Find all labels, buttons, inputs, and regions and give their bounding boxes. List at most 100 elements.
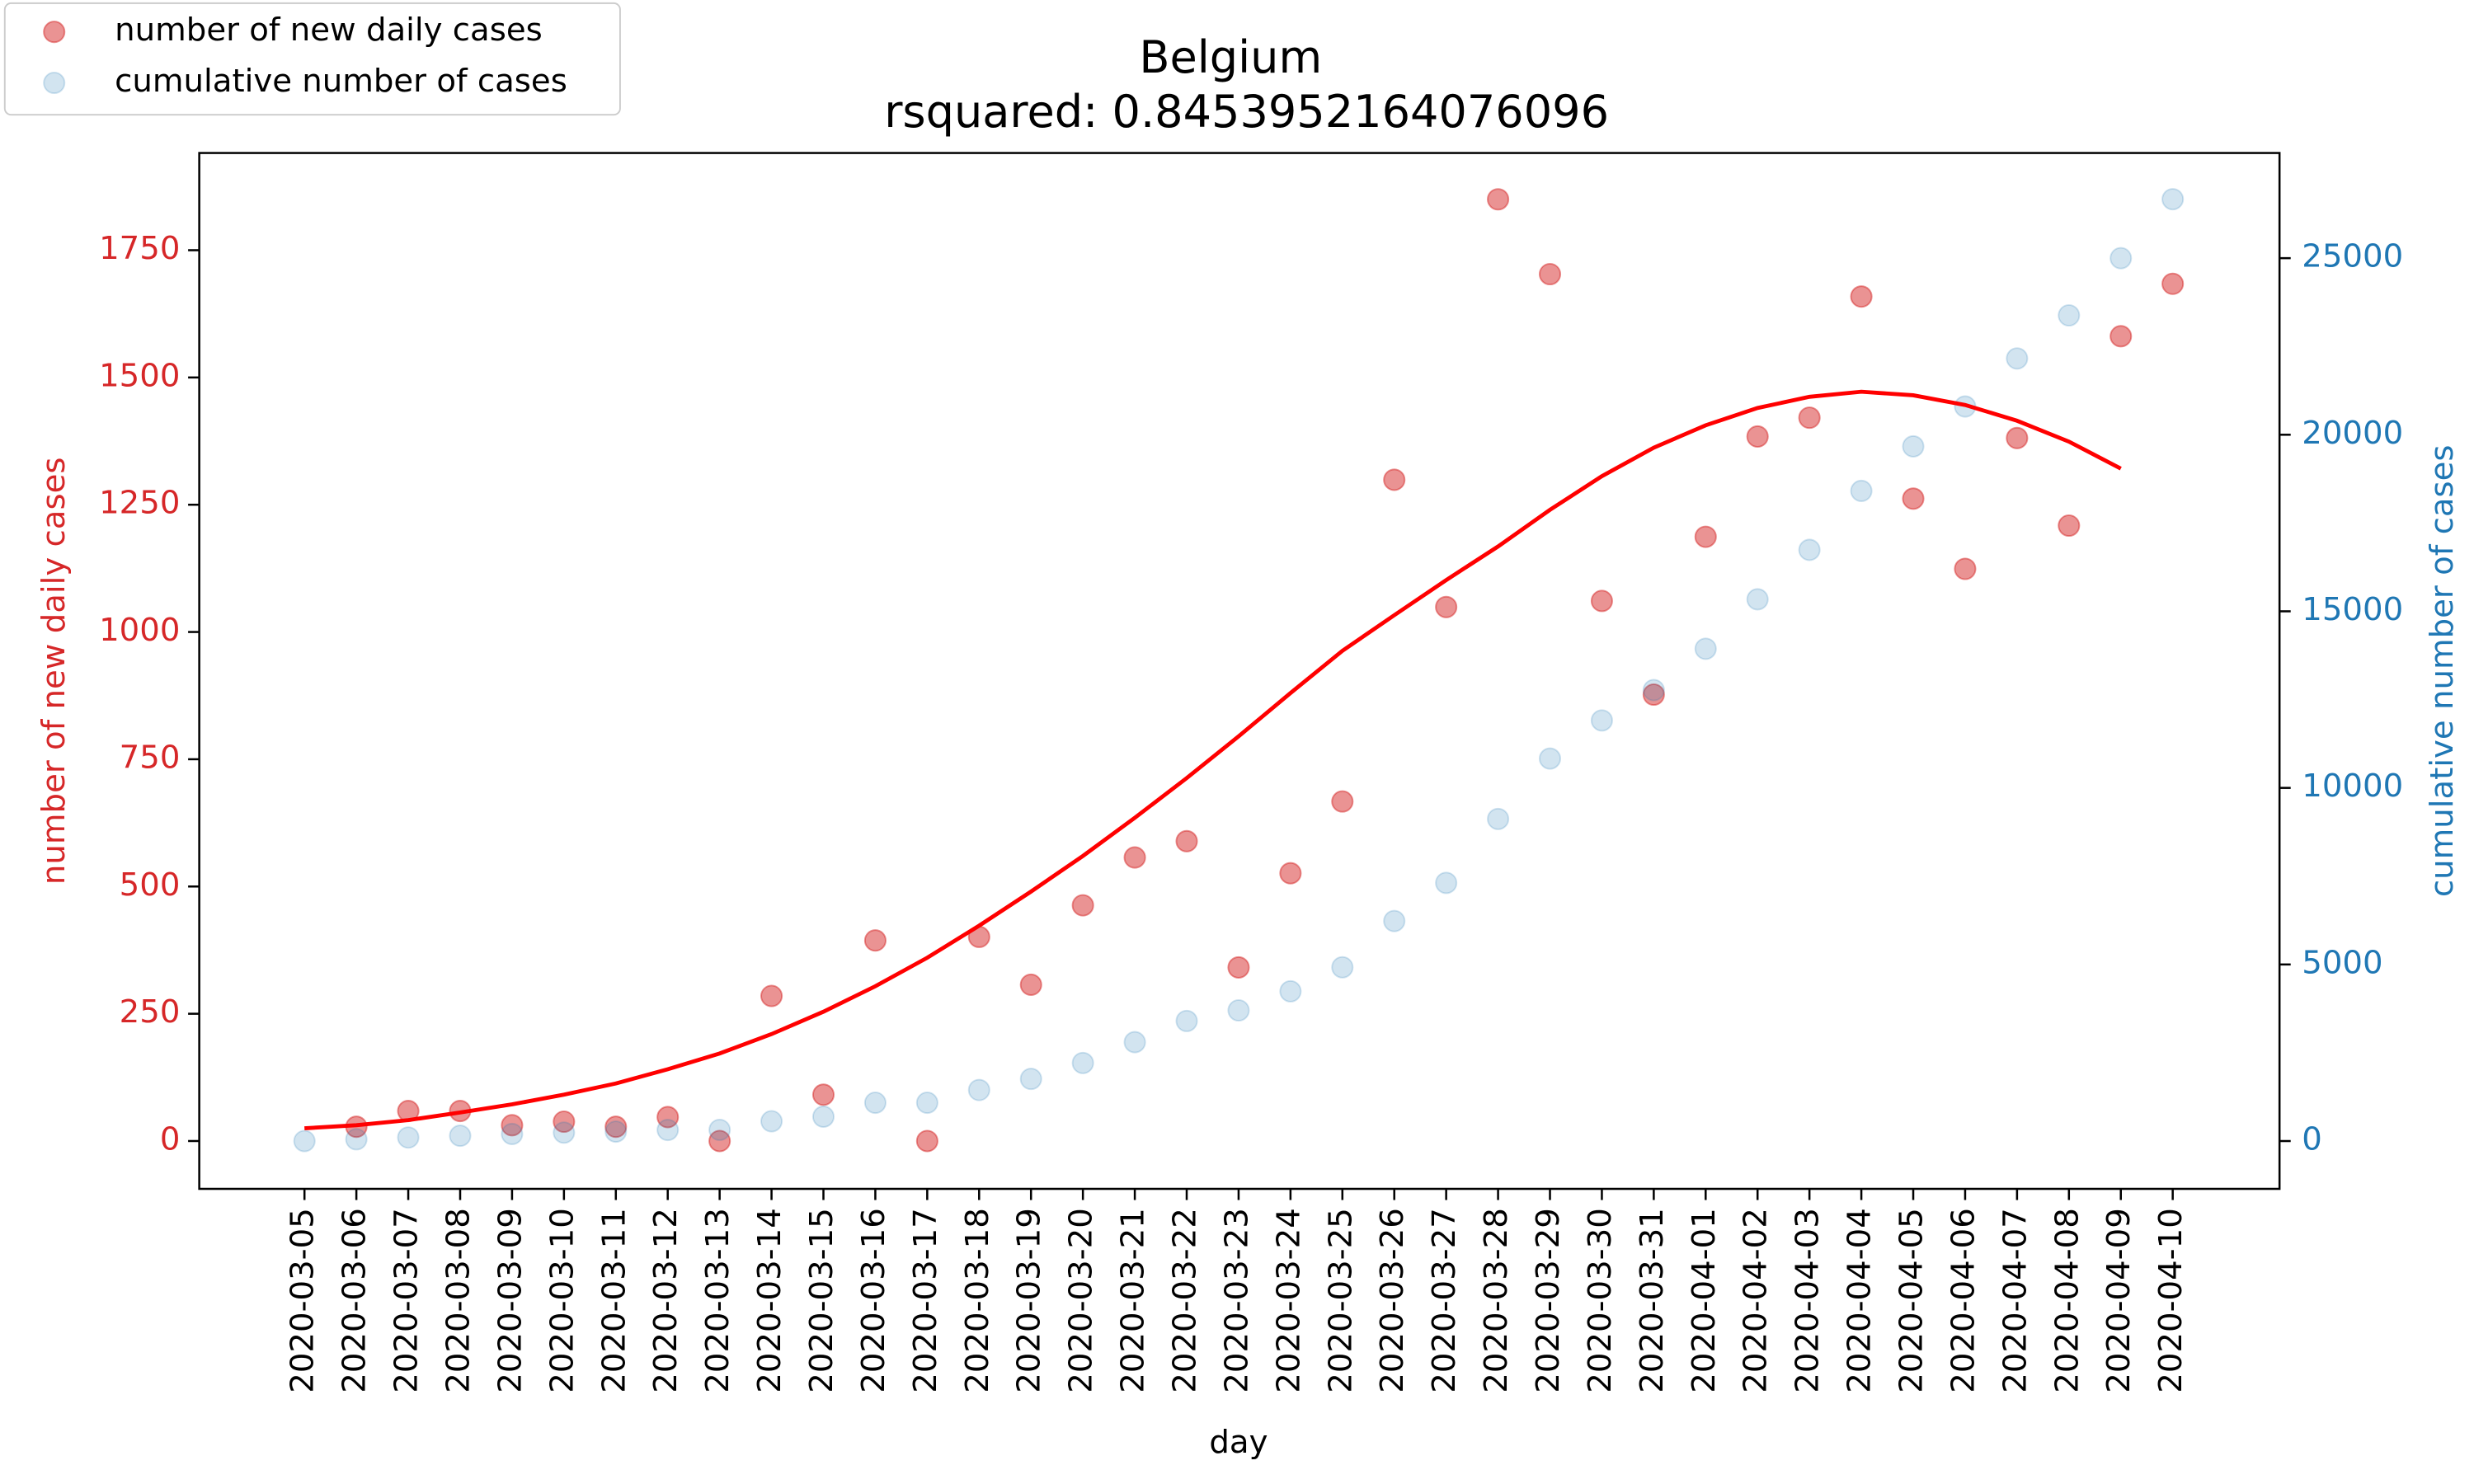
- point: [915, 1092, 938, 1115]
- x-tick-label: 2020-03-26: [1374, 1208, 1411, 1393]
- point: [1954, 557, 1977, 580]
- point: [760, 984, 783, 1007]
- point: [1383, 468, 1406, 491]
- x-tick-label: 2020-03-09: [492, 1208, 529, 1393]
- x-tick-label: 2020-03-29: [1530, 1208, 1567, 1393]
- y-axis-label: number of new daily cases: [35, 458, 73, 885]
- point: [1590, 589, 1613, 613]
- point: [553, 1110, 576, 1134]
- point: [1798, 406, 1821, 430]
- x-tick-label: 2020-03-27: [1426, 1208, 1463, 1393]
- y2-tick-label: 25000: [2302, 238, 2403, 275]
- x-tick-label: 2020-03-23: [1218, 1208, 1255, 1393]
- point: [2109, 247, 2133, 270]
- point: [1279, 862, 1302, 885]
- x-tick-label: 2020-04-02: [1738, 1208, 1775, 1393]
- legend-label: number of new daily cases: [115, 12, 543, 49]
- point: [1487, 188, 1510, 211]
- point: [1435, 595, 1458, 618]
- y2-axis-label: cumulative number of cases: [2424, 444, 2461, 897]
- fit-line: [304, 389, 2122, 1130]
- y2-tick-label: 10000: [2302, 768, 2403, 805]
- point: [1538, 262, 1562, 286]
- x-tick-label: 2020-03-20: [1063, 1208, 1100, 1393]
- point: [1590, 709, 1613, 732]
- point: [345, 1128, 368, 1151]
- x-tick-label: 2020-04-03: [1790, 1208, 1827, 1393]
- point: [501, 1122, 524, 1145]
- point: [1642, 683, 1665, 707]
- point: [1175, 1009, 1198, 1032]
- x-tick-label: 2020-03-15: [803, 1208, 840, 1393]
- point: [656, 1119, 680, 1142]
- point: [2058, 303, 2081, 327]
- point: [1850, 285, 1873, 308]
- x-tick-label: 2020-03-07: [388, 1208, 426, 1393]
- point: [1694, 637, 1717, 660]
- chart-title: Belgium: [1139, 31, 1322, 83]
- x-tick-label: 2020-03-10: [543, 1208, 581, 1393]
- point: [1123, 1031, 1146, 1054]
- point: [1227, 998, 1250, 1022]
- point: [2161, 188, 2185, 211]
- point: [1383, 909, 1406, 932]
- point: [2109, 325, 2133, 348]
- x-tick-label: 2020-03-21: [1115, 1208, 1152, 1393]
- point: [1071, 1051, 1094, 1074]
- point: [1798, 538, 1821, 561]
- point: [1850, 479, 1873, 502]
- x-tick-label: 2020-04-09: [2100, 1208, 2138, 1393]
- point: [397, 1126, 420, 1149]
- point: [863, 1092, 887, 1115]
- y-tick-label: 0: [160, 1120, 181, 1158]
- x-tick-label: 2020-03-11: [595, 1208, 633, 1393]
- point: [501, 1114, 524, 1137]
- x-tick-label: 2020-03-25: [1322, 1208, 1359, 1393]
- plot-frame: [198, 152, 2281, 1190]
- x-tick-label: 2020-03-28: [1478, 1208, 1515, 1393]
- chart-subtitle: rsquared: 0.8453952164076096: [884, 86, 1609, 138]
- y2-tick-label: 5000: [2302, 944, 2382, 981]
- point: [1435, 871, 1458, 895]
- point: [656, 1106, 680, 1129]
- x-tick-label: 2020-03-22: [1167, 1208, 1204, 1393]
- x-tick-label: 2020-03-14: [751, 1208, 788, 1393]
- x-tick-label: 2020-03-17: [907, 1208, 944, 1393]
- y-tick-label: 1250: [99, 485, 180, 522]
- point: [1019, 973, 1042, 996]
- x-tick-label: 2020-03-12: [647, 1208, 684, 1393]
- x-tick-label: 2020-03-13: [699, 1208, 736, 1393]
- point: [708, 1118, 731, 1142]
- x-tick-label: 2020-04-07: [1997, 1208, 2034, 1393]
- y-tick-label: 500: [120, 866, 181, 904]
- y-tick-label: 1500: [99, 357, 180, 394]
- x-tick-label: 2020-03-30: [1582, 1208, 1619, 1393]
- point: [1746, 425, 1769, 448]
- legend-marker: [43, 71, 66, 95]
- x-tick-label: 2020-04-04: [1841, 1208, 1879, 1393]
- point: [2006, 426, 2029, 449]
- x-tick-label: 2020-04-01: [1686, 1208, 1723, 1393]
- point: [760, 1110, 783, 1133]
- point: [811, 1105, 835, 1128]
- point: [1071, 894, 1094, 917]
- point: [1642, 679, 1665, 702]
- point: [1331, 956, 1354, 979]
- point: [2161, 272, 2185, 295]
- x-tick-label: 2020-03-19: [1011, 1208, 1048, 1393]
- x-axis-label: day: [1209, 1424, 1268, 1461]
- legend-label: cumulative number of cases: [115, 63, 567, 100]
- y-tick-label: 1000: [99, 612, 180, 649]
- y-tick-label: 250: [120, 993, 181, 1031]
- y2-tick-label: 20000: [2302, 415, 2403, 452]
- point: [1694, 525, 1717, 548]
- point: [1279, 979, 1302, 1003]
- point: [449, 1125, 472, 1148]
- point: [967, 1078, 990, 1101]
- point: [1487, 807, 1510, 830]
- y-tick-label: 1750: [99, 230, 180, 267]
- point: [604, 1120, 628, 1144]
- x-tick-label: 2020-03-08: [440, 1208, 477, 1393]
